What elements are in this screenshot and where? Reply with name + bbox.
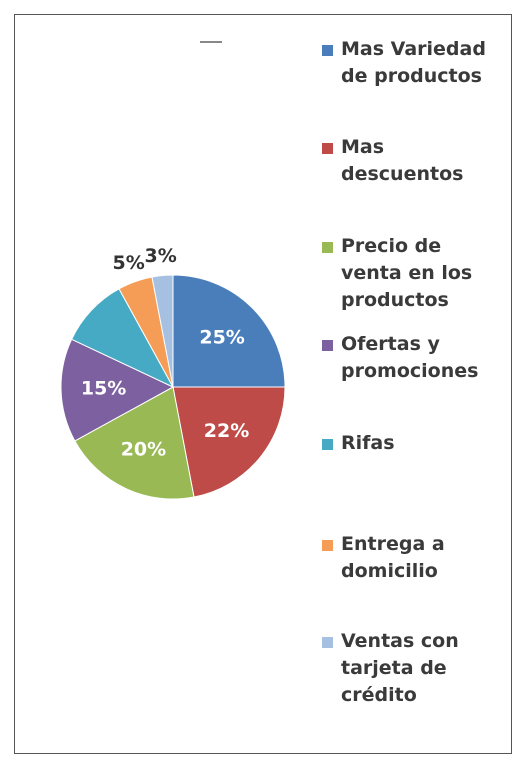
pie-slice (172, 274, 286, 388)
legend-label: Entrega a domicilio (341, 533, 445, 582)
legend-item: Mas Variedad de productos (322, 36, 502, 90)
legend-swatch (322, 540, 333, 551)
legend-label: Precio de venta en los productos (341, 235, 473, 311)
pie-slice (172, 386, 286, 498)
legend-swatch (322, 45, 333, 56)
pie-slice (74, 386, 195, 500)
pie-slice (151, 274, 174, 388)
legend-swatch (322, 242, 333, 253)
legend-label: Mas Variedad de productos (341, 38, 486, 87)
data-label: 3% (145, 245, 177, 267)
legend-item: Precio de venta en los productos (322, 233, 502, 314)
frame (14, 14, 512, 754)
legend-swatch (322, 637, 333, 648)
legend-swatch (322, 340, 333, 351)
legend-label: Ofertas y promociones (341, 333, 479, 382)
legend-item: Mas descuentos (322, 134, 502, 188)
data-label: 15% (81, 378, 126, 400)
legend-item: Entrega a domicilio (322, 531, 502, 585)
data-label: 25% (199, 326, 244, 348)
legend-item: Ventas con tarjeta de crédito (322, 628, 502, 709)
legend-swatch (322, 143, 333, 154)
pie-slice (60, 338, 175, 442)
data-label: 5% (112, 252, 144, 274)
data-label: 20% (121, 438, 166, 460)
legend-swatch (322, 439, 333, 450)
legend-item: Ofertas y promociones (322, 331, 502, 385)
legend-label: Mas descuentos (341, 136, 464, 185)
legend-item: Rifas (322, 430, 502, 457)
legend-label: Rifas (341, 432, 395, 454)
legend-label: Ventas con tarjeta de crédito (341, 630, 459, 706)
data-label: 22% (204, 420, 249, 442)
